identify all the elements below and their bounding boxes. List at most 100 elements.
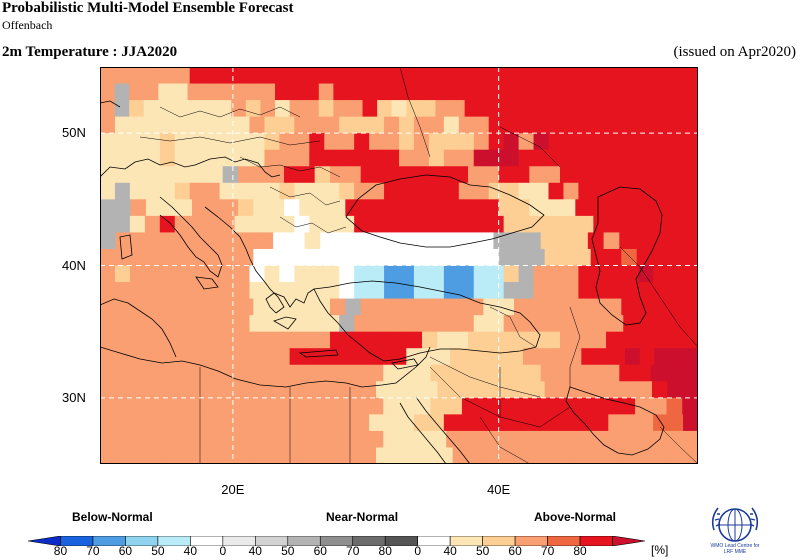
grid-cell: [518, 149, 535, 167]
grid-cell: [100, 67, 116, 85]
grid-cell: [514, 298, 530, 316]
grid-cell: [638, 67, 654, 85]
grid-cell: [114, 282, 131, 300]
grid-cell: [683, 215, 698, 234]
grid-cell: [503, 282, 520, 300]
grid-cell: [345, 447, 362, 464]
grid-cell: [619, 364, 636, 382]
grid-cell: [493, 348, 509, 366]
grid-cell: [100, 397, 117, 415]
grid-cell: [560, 248, 576, 267]
grid-cell: [514, 166, 530, 184]
grid-cell: [623, 182, 639, 200]
grid-cell: [461, 232, 479, 250]
grid-cell: [473, 315, 490, 333]
grid-cell: [493, 397, 510, 415]
grid-cell: [257, 397, 274, 415]
grid-cell: [384, 116, 400, 134]
grid-cell: [264, 133, 280, 151]
grid-cell: [279, 116, 295, 134]
grid-cell: [529, 381, 546, 399]
grid-cell: [159, 414, 176, 432]
graticule: [100, 67, 698, 464]
grid-cell: [668, 149, 684, 167]
grid-cell: [354, 149, 370, 167]
grid-cell: [320, 430, 337, 449]
grid-cell: [238, 248, 254, 267]
grid-cell: [414, 232, 432, 250]
grid-cell: [391, 298, 408, 316]
grid-cell: [518, 265, 535, 283]
grid-cell: [473, 67, 490, 85]
grid-cell: [595, 83, 612, 101]
grid-cell: [452, 331, 469, 349]
grid-cell: [593, 116, 609, 134]
grid-cell: [384, 265, 400, 283]
grid-cell: [207, 381, 224, 399]
grid-cell: [654, 348, 670, 366]
grid-cell: [514, 381, 530, 399]
grid-cell: [428, 182, 445, 200]
grid-cell: [130, 331, 147, 349]
grid-cell: [360, 381, 377, 399]
grid-cell: [384, 315, 400, 333]
grid-cell: [529, 298, 546, 316]
grid-cell: [144, 133, 161, 151]
grid-cell: [384, 149, 400, 167]
grid-cell: [399, 430, 416, 449]
grid-cell: [114, 182, 131, 200]
grid-cell: [234, 215, 251, 234]
grid-cell: [399, 67, 415, 85]
grid-cell: [563, 133, 579, 151]
grid-cell: [192, 331, 208, 349]
grid-cell: [653, 282, 669, 300]
grid-cell: [428, 215, 445, 234]
grid-cell: [668, 315, 684, 333]
grid-cell: [161, 248, 178, 267]
grid-cell: [533, 265, 550, 283]
grid-cell: [667, 381, 684, 399]
grid-cell: [146, 331, 162, 349]
grid-cell: [345, 381, 362, 399]
grid-cell: [652, 447, 668, 464]
grid-cell: [468, 166, 484, 184]
grid-cell: [324, 116, 340, 134]
grid-cell: [443, 215, 460, 234]
grid-cell: [391, 331, 408, 349]
colorbar-tick-label: 50: [281, 544, 295, 558]
grid-cell: [544, 298, 561, 316]
grid-cell: [219, 315, 236, 333]
grid-cell: [488, 149, 505, 167]
grid-cell: [339, 282, 355, 300]
grid-cell: [653, 149, 669, 167]
colorbar-tick-label: 80: [53, 544, 68, 558]
grid-cell: [548, 67, 565, 85]
grid-cell: [249, 133, 266, 151]
grid-cell: [129, 414, 146, 432]
grid-cell: [225, 397, 243, 415]
grid-cell: [437, 381, 454, 399]
grid-cell: [253, 331, 270, 349]
grid-cell: [578, 215, 594, 234]
grid-cell: [234, 182, 251, 200]
grid-cell: [406, 348, 422, 366]
grid-cell: [483, 447, 500, 464]
lon-tick-label: 40E: [487, 482, 511, 497]
grid-cell: [608, 215, 624, 234]
grid-cell: [483, 331, 500, 349]
grid-cell: [202, 83, 218, 101]
probability-grid: [100, 67, 698, 464]
below-normal-label: Below-Normal: [72, 510, 153, 524]
grid-cell: [249, 282, 266, 300]
grid-cell: [683, 133, 698, 151]
grid-cell: [264, 67, 280, 85]
grid-cell: [406, 331, 423, 349]
grid-cell: [544, 199, 561, 217]
grid-cell: [593, 414, 609, 432]
grid-cell: [623, 282, 639, 300]
grid-cell: [544, 447, 561, 464]
grid-cell: [668, 182, 684, 200]
grid-cell: [473, 116, 490, 134]
grid-cell: [590, 447, 607, 464]
grid-cell: [383, 430, 400, 449]
